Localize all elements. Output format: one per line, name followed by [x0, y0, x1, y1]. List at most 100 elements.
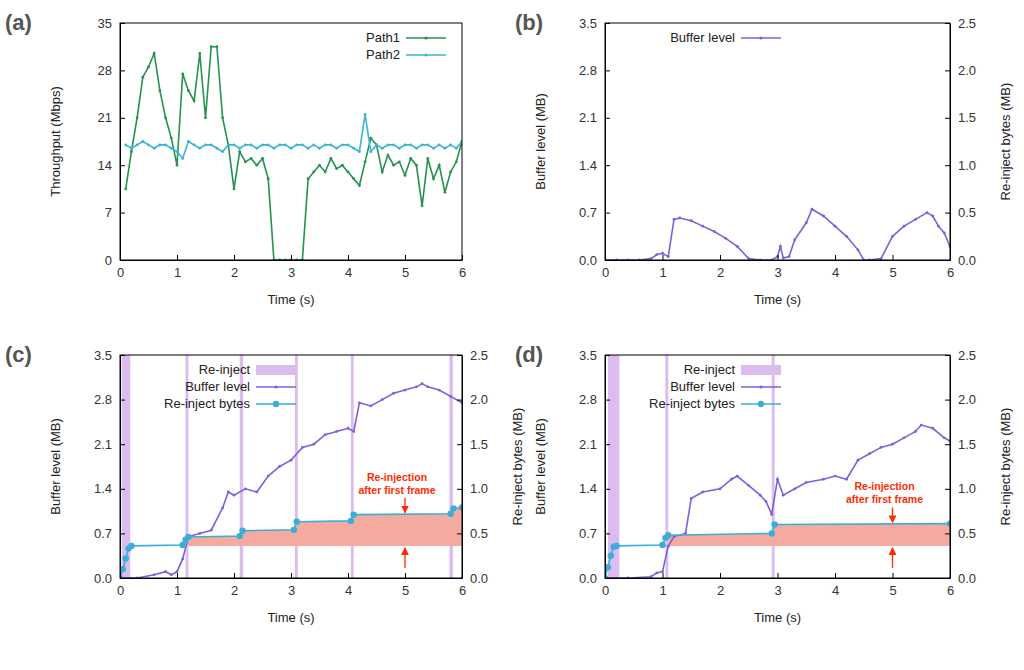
tick-label: 3 [774, 583, 781, 598]
series-marker [358, 184, 361, 187]
series-marker [381, 398, 384, 401]
tick-label: 6 [459, 583, 466, 598]
series-marker [170, 573, 173, 576]
legend: Re-injectBuffer levelRe-inject bytes [164, 362, 296, 411]
tick: 2.0 [457, 392, 488, 407]
series-marker [128, 543, 134, 549]
tick-label: 1.0 [958, 158, 976, 173]
legend-label: Buffer level [185, 379, 250, 394]
series-marker [449, 171, 452, 174]
series-marker [903, 436, 906, 439]
tick: 0.7 [579, 205, 610, 220]
tick-label: 0.0 [579, 253, 597, 268]
plot-marks [124, 45, 462, 260]
series-marker [347, 427, 350, 430]
series-marker [255, 164, 258, 167]
y-axis-title: Buffer level (MB) [48, 418, 63, 515]
tick-label: 2.0 [958, 392, 976, 407]
legend-label: Buffer level [670, 379, 735, 394]
panel: 01234560.00.71.42.12.83.50.00.51.01.52.0… [515, 10, 1013, 307]
tick: 2.8 [579, 392, 610, 407]
annotation-text: after first frame [846, 493, 923, 505]
series-marker [822, 215, 825, 218]
series-marker [267, 177, 270, 180]
series-marker [159, 89, 162, 92]
series-marker [661, 570, 664, 573]
series-marker [432, 147, 435, 150]
series-marker [216, 45, 219, 48]
annotation-arrow [892, 507, 893, 522]
tick-label: 0.7 [579, 205, 597, 220]
y2-axis-title: Re-inject bytes (MB) [510, 408, 525, 526]
tick-label: 7 [105, 205, 112, 220]
tick-label: 0.5 [958, 205, 976, 220]
series-marker [301, 143, 304, 146]
tick: 3 [774, 255, 781, 280]
series-marker [198, 147, 201, 150]
series-marker [238, 147, 241, 150]
series-marker [210, 45, 213, 48]
tick-mark [120, 578, 125, 579]
tick: 2 [231, 573, 238, 598]
tick-mark [177, 573, 178, 578]
series-marker [665, 532, 671, 538]
series-marker [352, 147, 355, 150]
x-axis: 0123456 [117, 573, 466, 598]
series-marker [793, 238, 796, 241]
panel-label: (a) [5, 10, 32, 35]
tick-label: 1.4 [94, 481, 112, 496]
tick-label: 2.8 [579, 63, 597, 78]
legend-marker [759, 385, 762, 388]
tick: 3.5 [94, 348, 125, 363]
series-marker [261, 143, 264, 146]
series-marker [348, 518, 354, 524]
series-marker [449, 395, 452, 398]
tick-label: 3.5 [94, 348, 112, 363]
tick-mark [457, 578, 462, 579]
tick-label: 5 [402, 583, 409, 598]
legend-swatch [256, 365, 296, 375]
tick-mark [945, 213, 950, 214]
legend-marker [273, 401, 279, 407]
series-marker [351, 511, 357, 517]
series-marker [204, 143, 207, 146]
tick: 6 [459, 255, 466, 280]
tick-mark [945, 118, 950, 119]
annotation-arrow [404, 548, 405, 568]
y-axis-title: Buffer level (MB) [533, 418, 548, 515]
series-marker [181, 157, 184, 160]
panel: 01234560714212835(a)Time (s)Throughput (… [5, 10, 466, 307]
tick: 0.0 [457, 571, 488, 586]
series-marker [678, 217, 681, 220]
tick: 4 [832, 255, 839, 280]
tick-mark [120, 213, 125, 214]
series-marker [312, 143, 315, 146]
series-marker [776, 478, 779, 481]
tick: 0.7 [579, 526, 610, 541]
tick-label: 6 [947, 583, 954, 598]
annotation-text: Re-injection [367, 471, 427, 483]
plot-frame [120, 23, 462, 260]
tick-mark [605, 23, 610, 24]
series-marker [404, 389, 407, 392]
y-axis: 0.00.71.42.12.83.5 [579, 16, 610, 268]
series-marker [444, 147, 447, 150]
series-marker [834, 475, 837, 478]
tick: 0 [105, 253, 125, 268]
tick-label: 2.1 [579, 437, 597, 452]
series-marker [701, 225, 704, 228]
series-marker [409, 157, 412, 160]
series-marker [392, 164, 395, 167]
series-marker [159, 143, 162, 146]
series-marker [392, 143, 395, 146]
series-marker [136, 116, 139, 119]
series-marker [335, 147, 338, 150]
tick-mark [605, 70, 610, 71]
tick: 5 [402, 255, 409, 280]
series-marker [845, 235, 848, 238]
tick: 1 [659, 255, 666, 280]
series-marker [244, 160, 247, 163]
tick-mark [120, 118, 125, 119]
series-marker [278, 143, 281, 146]
series-marker [659, 542, 665, 548]
